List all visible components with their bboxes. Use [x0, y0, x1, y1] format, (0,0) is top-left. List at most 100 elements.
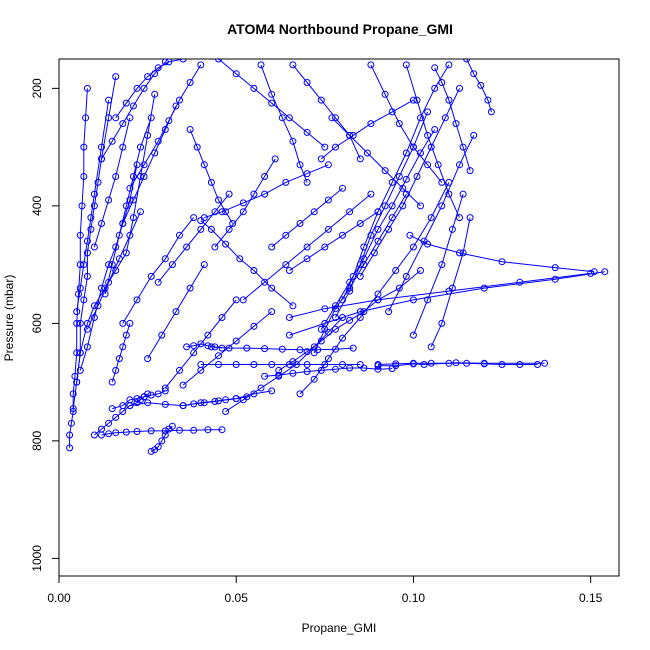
data-point — [388, 108, 396, 116]
data-point — [374, 208, 382, 216]
series — [197, 217, 297, 310]
data-point — [197, 225, 205, 233]
y-tick-label: 400 — [30, 196, 44, 216]
data-point — [140, 161, 148, 169]
data-point — [438, 202, 446, 210]
data-point — [395, 120, 403, 128]
data-point — [303, 170, 311, 178]
data-point — [282, 231, 290, 239]
data-point — [268, 361, 276, 368]
data-point — [76, 366, 84, 374]
series — [211, 155, 279, 251]
data-point — [534, 361, 541, 368]
data-point — [409, 243, 417, 251]
data-point — [324, 161, 332, 169]
data-point — [119, 120, 127, 128]
data-point — [147, 272, 155, 280]
series-line — [112, 390, 166, 410]
data-point — [76, 284, 84, 292]
data-point — [186, 126, 194, 133]
data-point — [190, 400, 198, 408]
data-point — [374, 296, 382, 304]
data-point — [80, 173, 88, 180]
y-tick-label: 1000 — [30, 545, 44, 572]
data-point — [140, 393, 148, 401]
series — [98, 426, 226, 439]
data-point — [402, 61, 410, 69]
x-tick-label: 0.05 — [225, 591, 249, 605]
data-point — [154, 443, 162, 451]
data-point — [417, 114, 424, 122]
series — [339, 61, 453, 304]
data-point — [90, 431, 98, 439]
data-point — [98, 155, 105, 163]
series — [147, 422, 176, 455]
data-point — [147, 427, 155, 435]
data-point — [83, 343, 91, 351]
data-point — [183, 343, 191, 351]
series-line — [150, 425, 173, 452]
data-point — [374, 225, 382, 233]
data-point — [261, 190, 269, 198]
data-point — [215, 59, 222, 63]
data-point — [200, 261, 208, 269]
series — [356, 84, 463, 280]
data-point — [66, 431, 74, 439]
plot-area — [66, 59, 609, 455]
series — [186, 126, 237, 227]
data-point — [69, 405, 77, 413]
data-point — [317, 366, 325, 374]
series — [317, 96, 417, 163]
data-point — [232, 337, 240, 345]
data-point — [388, 178, 396, 186]
series — [69, 73, 120, 413]
data-point — [140, 173, 148, 180]
data-point — [296, 220, 304, 227]
data-point — [339, 231, 346, 239]
data-point — [448, 225, 456, 233]
data-point — [381, 202, 389, 210]
series-line — [147, 264, 205, 359]
data-point — [424, 240, 432, 248]
data-point — [385, 225, 393, 233]
x-tick-label: 0.15 — [579, 591, 603, 605]
data-point — [161, 126, 169, 133]
data-point — [424, 296, 432, 304]
data-point — [119, 319, 127, 327]
series — [73, 96, 113, 316]
data-point — [349, 131, 357, 139]
data-point — [285, 114, 293, 122]
data-point — [119, 343, 127, 351]
data-point — [261, 345, 269, 353]
data-point — [232, 361, 240, 368]
data-point — [332, 325, 339, 333]
data-point — [317, 96, 325, 104]
data-point — [388, 202, 396, 210]
data-point — [133, 296, 141, 304]
series — [197, 361, 364, 368]
data-point — [197, 366, 205, 374]
data-point — [211, 398, 219, 405]
data-point — [250, 267, 258, 274]
data-point — [112, 73, 120, 81]
plot-frame — [58, 58, 620, 577]
data-point — [218, 314, 226, 321]
data-point — [144, 399, 152, 407]
series-line — [264, 367, 393, 377]
data-point — [250, 84, 258, 92]
data-point — [218, 208, 226, 216]
data-point — [80, 261, 88, 269]
data-point — [179, 381, 187, 389]
series — [257, 61, 311, 186]
data-point — [268, 308, 276, 316]
data-point — [445, 287, 453, 295]
data-point — [278, 114, 286, 122]
data-point — [122, 249, 130, 257]
series-line — [211, 346, 354, 351]
data-point — [176, 231, 183, 239]
data-point — [165, 59, 173, 66]
data-point — [172, 102, 180, 110]
data-point — [431, 84, 439, 92]
data-point — [303, 128, 311, 136]
series — [431, 64, 474, 175]
